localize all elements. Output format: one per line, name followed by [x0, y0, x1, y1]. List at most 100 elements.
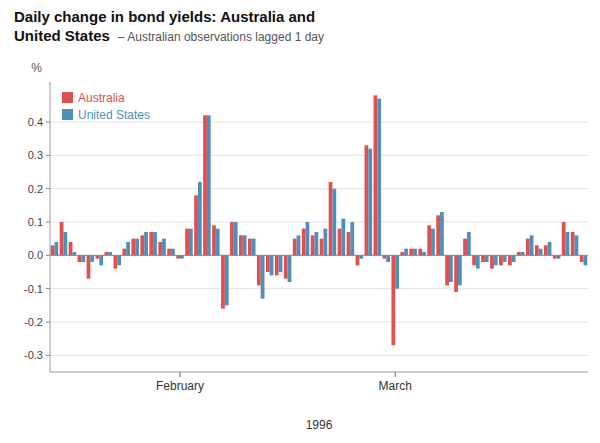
bar	[225, 255, 229, 305]
bar	[584, 255, 588, 265]
x-axis-label: 1996	[306, 418, 333, 432]
bar	[386, 255, 390, 262]
bar	[293, 239, 297, 256]
bar	[257, 255, 261, 285]
bar	[458, 255, 462, 285]
y-tick	[46, 255, 50, 256]
bar	[332, 189, 336, 256]
bar	[279, 255, 283, 272]
bar	[329, 182, 333, 255]
bar	[404, 249, 408, 256]
bar	[266, 255, 270, 272]
bar	[198, 182, 202, 255]
bar	[96, 255, 100, 258]
bar	[315, 232, 319, 255]
bar	[90, 255, 94, 262]
bar	[562, 222, 566, 255]
x-axis-line	[50, 372, 588, 373]
bar	[413, 249, 417, 256]
bar	[212, 225, 216, 255]
bar	[108, 252, 112, 255]
bar	[571, 232, 575, 255]
bar	[539, 249, 543, 256]
bar	[221, 255, 225, 308]
bar	[548, 242, 552, 255]
bars	[51, 95, 588, 345]
series	[51, 95, 584, 345]
bar	[490, 255, 494, 268]
legend: AustraliaUnited States	[62, 91, 150, 122]
bar	[54, 242, 58, 255]
bar	[440, 212, 444, 255]
x-tick-label: February	[156, 379, 204, 393]
bar	[485, 255, 489, 262]
bar	[275, 255, 279, 275]
bar	[284, 255, 288, 278]
y-tick	[46, 322, 50, 323]
bar	[557, 255, 561, 258]
bar	[105, 252, 109, 255]
bar	[530, 235, 534, 255]
bar	[239, 235, 243, 255]
bar	[368, 149, 372, 256]
y-tick-label: 0.3	[28, 149, 43, 161]
bar	[365, 145, 369, 255]
bar	[117, 255, 121, 265]
bar	[234, 222, 238, 255]
bar	[135, 239, 139, 256]
y-axis-line	[50, 82, 51, 372]
bar	[575, 235, 579, 255]
bar	[395, 255, 399, 288]
x-axis: February March	[156, 372, 412, 393]
x-tick-label: March	[379, 379, 412, 393]
bar	[153, 232, 157, 255]
plot-area	[50, 82, 588, 372]
bar	[60, 222, 64, 255]
y-tick-label: -0.2	[24, 316, 43, 328]
y-tick-label: 0.4	[28, 116, 43, 128]
title: Daily change in bond yields: Australia a…	[14, 8, 315, 25]
grid-line	[50, 322, 588, 323]
bar	[230, 222, 234, 255]
bar	[306, 222, 310, 255]
y-tick	[46, 155, 50, 156]
bar	[149, 232, 153, 255]
bar	[431, 229, 435, 256]
legend-swatch	[62, 109, 73, 120]
bar	[521, 252, 525, 255]
bar	[126, 242, 130, 255]
bar	[374, 95, 378, 255]
bar	[288, 255, 292, 282]
bar	[78, 255, 82, 262]
bar	[207, 115, 211, 255]
bar	[409, 249, 413, 256]
y-tick-label: 0.2	[28, 183, 43, 195]
bar	[171, 249, 175, 256]
bar	[356, 255, 360, 265]
y-tick	[46, 288, 50, 289]
bar	[481, 255, 485, 262]
bar	[185, 229, 189, 256]
bar	[216, 229, 220, 256]
bar	[436, 215, 440, 255]
zero-line	[50, 255, 588, 256]
bar	[248, 239, 252, 256]
bar	[131, 239, 135, 256]
bar	[350, 222, 354, 255]
chart: Daily change in bond yields: Australia a…	[0, 0, 600, 443]
bar	[323, 229, 327, 256]
bar	[180, 255, 184, 258]
y-tick-label: 0.0	[28, 249, 43, 261]
bar	[51, 245, 55, 255]
bar	[347, 232, 351, 255]
bar	[99, 255, 103, 265]
legend-swatch	[62, 92, 73, 103]
bar	[508, 255, 512, 265]
bar	[311, 235, 315, 255]
bar	[189, 229, 193, 256]
bar	[81, 255, 85, 262]
bar	[467, 232, 471, 255]
y-axis: -0.3-0.2-0.10.00.10.20.30.4	[24, 116, 50, 361]
bar	[243, 235, 247, 255]
bar	[422, 252, 426, 255]
